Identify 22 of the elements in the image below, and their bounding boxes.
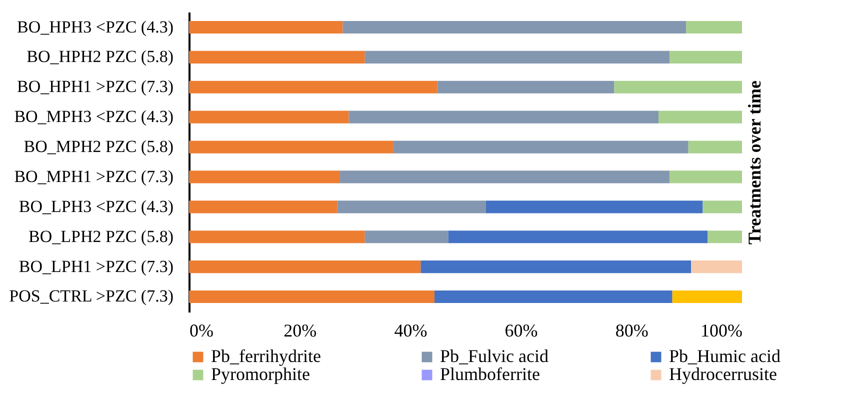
y-tick-label: BO_HPH2 PZC (5.8) <box>26 47 174 66</box>
y-axis-title: Treatments over time <box>744 80 764 244</box>
y-tick-label: BO_MPH1 >PZC (7.3) <box>14 166 174 186</box>
y-tick-label: BO_HPH1 >PZC (7.3) <box>17 77 174 96</box>
y-tick-label: BO_LPH2 PZC (5.8) <box>28 226 174 246</box>
x-tick-label: 80% <box>615 320 648 340</box>
legend-label: Pb_ferrihydrite <box>211 346 321 366</box>
x-tick-label: 40% <box>394 320 428 340</box>
legend-label: Hydrocerrusite <box>669 364 777 384</box>
y-tick-label: BO_LPH1 >PZC (7.3) <box>18 256 174 276</box>
x-tick-label: 20% <box>284 320 317 340</box>
y-tick-label: BO_HPH3 <PZC (4.3) <box>17 17 174 36</box>
y-tick-label: BO_MPH2 PZC (5.8) <box>24 137 174 156</box>
y-tick-label: POS_CTRL >PZC (7.3) <box>9 286 174 306</box>
legend-label: Plumboferrite <box>440 364 540 384</box>
x-tick-label: 60% <box>504 320 538 340</box>
x-tick-label: 0% <box>190 320 214 340</box>
y-tick-label: BO_MPH3 <PZC (4.3) <box>14 107 174 126</box>
y-tick-label: BO_LPH3 <PZC (4.3) <box>18 196 174 216</box>
x-tick-label: 100% <box>700 320 742 340</box>
legend-label: Pb_Humic acid <box>669 346 780 366</box>
legend-label: Pb_Fulvic acid <box>440 346 548 366</box>
